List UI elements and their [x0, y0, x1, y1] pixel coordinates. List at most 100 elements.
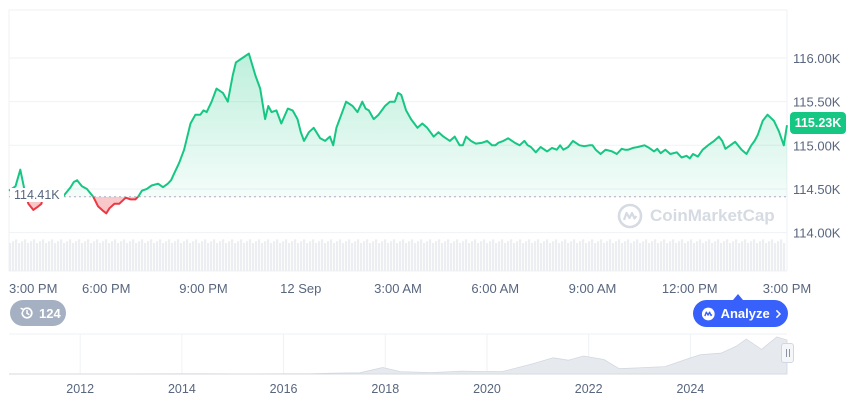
volume-bar — [612, 243, 615, 271]
volume-bar — [159, 239, 162, 271]
x-tick-label: 9:00 AM — [569, 281, 617, 296]
volume-bar — [105, 239, 108, 271]
volume-bar — [573, 239, 576, 271]
y-tick-label: 116.00K — [793, 51, 841, 66]
volume-bar — [99, 243, 102, 271]
volume-bar — [777, 241, 780, 271]
volume-bar — [366, 239, 369, 271]
volume-bar — [672, 239, 675, 271]
navigator[interactable] — [9, 333, 788, 375]
volume-bar — [426, 241, 429, 271]
x-tick-label: 6:00 PM — [82, 281, 130, 296]
volume-bar — [417, 241, 420, 271]
volume-bar — [237, 241, 240, 271]
y-tick-label: 115.50K — [793, 95, 841, 110]
volume-bar — [90, 243, 93, 271]
volume-bar — [432, 243, 435, 271]
volume-bar — [684, 243, 687, 271]
volume-bar — [51, 239, 54, 271]
watermark-text: CoinMarketCap — [650, 206, 775, 225]
volume-bar — [93, 241, 96, 271]
volume-bar — [525, 241, 528, 271]
volume-bar — [348, 239, 351, 271]
volume-bar — [12, 241, 15, 271]
volume-bar — [690, 239, 693, 271]
volume-bar — [165, 241, 168, 271]
x-tick-label: 12:00 PM — [662, 281, 718, 296]
volume-bar — [306, 243, 309, 271]
volume-bar — [564, 239, 567, 271]
volume-bar — [699, 239, 702, 271]
volume-bar — [219, 241, 222, 271]
volume-bar — [456, 239, 459, 271]
volume-bar — [183, 241, 186, 271]
volume-bar — [213, 239, 216, 271]
analyze-button[interactable]: Analyze — [693, 300, 788, 327]
volume-bar — [474, 239, 477, 271]
volume-bar — [114, 239, 117, 271]
volume-bar — [747, 243, 750, 271]
volume-bar — [192, 241, 195, 271]
volume-bar — [603, 243, 606, 271]
x-axis-ticks: 3:00 PM 6:00 PM 9:00 PM 12 Sep 3:00 AM 6:00 A… — [9, 281, 811, 296]
volume-bar — [723, 241, 726, 271]
volume-bar — [294, 239, 297, 271]
events-badge[interactable]: 124 — [10, 300, 66, 326]
navigator-tick-label: 2018 — [371, 382, 399, 396]
volume-bar — [522, 243, 525, 271]
y-tick-label: 114.50K — [793, 182, 841, 197]
volume-bar — [120, 241, 123, 271]
volume-bar — [582, 239, 585, 271]
volume-bar — [570, 241, 573, 271]
volume-bar — [333, 243, 336, 271]
volume-bar — [345, 241, 348, 271]
volume-bar — [483, 239, 486, 271]
volume-bar — [372, 241, 375, 271]
navigator-handle[interactable] — [781, 343, 794, 363]
volume-bar — [399, 241, 402, 271]
volume-bar — [186, 239, 189, 271]
volume-bar — [321, 239, 324, 271]
x-tick-label: 3:00 AM — [374, 281, 422, 296]
volume-bar — [648, 243, 651, 271]
volume-bar — [480, 241, 483, 271]
volume-bar — [177, 239, 180, 271]
volume-bar — [729, 243, 732, 271]
volume-bar — [765, 243, 768, 271]
volume-bar — [261, 243, 264, 271]
volume-bar — [198, 243, 201, 271]
volume-bar — [375, 239, 378, 271]
volume-bar — [663, 239, 666, 271]
volume-bar — [429, 239, 432, 271]
volume-bar — [156, 241, 159, 271]
volume-bar — [210, 241, 213, 271]
navigator-tick-label: 2012 — [66, 382, 94, 396]
volume-bar — [597, 241, 600, 271]
y-axis-ticks: 114.00K 114.50K 115.00K 115.50K 116.00K — [793, 51, 841, 241]
volume-bar — [303, 239, 306, 271]
volume-bar — [63, 243, 66, 271]
volume-bar — [657, 243, 660, 271]
volume-bar — [438, 239, 441, 271]
volume-bar — [783, 243, 786, 271]
navigator-tick-label: 2022 — [575, 382, 603, 396]
volume-bar — [579, 241, 582, 271]
volume-bar — [453, 241, 456, 271]
volume-bar — [360, 243, 363, 271]
volume-bar — [351, 243, 354, 271]
volume-bar — [441, 243, 444, 271]
volume-bar — [66, 241, 69, 271]
x-tick-label: 6:00 AM — [471, 281, 519, 296]
volume-bar — [300, 241, 303, 271]
volume-bar — [135, 243, 138, 271]
volume-bar — [36, 243, 39, 271]
volume-bar — [243, 243, 246, 271]
volume-bar — [549, 243, 552, 271]
volume-bar — [666, 243, 669, 271]
volume-bar — [45, 243, 48, 271]
analyze-pointer — [733, 294, 743, 300]
navigator-tick-label: 2020 — [473, 382, 501, 396]
volume-bar — [39, 241, 42, 271]
